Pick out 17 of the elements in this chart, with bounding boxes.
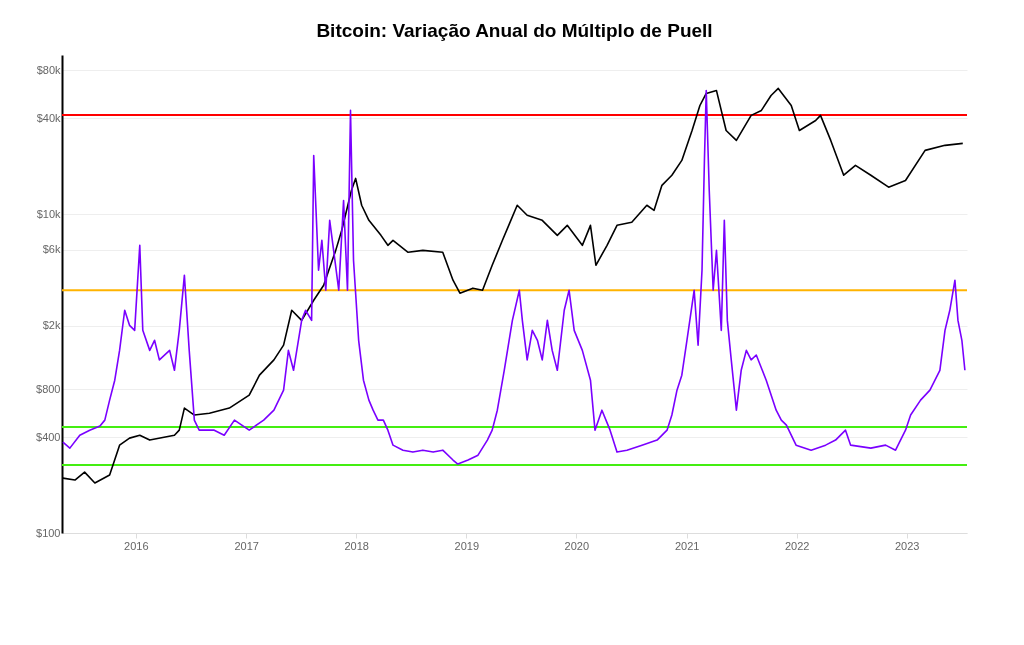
y-tick-label: $400 <box>36 430 61 443</box>
x-tick-label: 2021 <box>674 539 700 552</box>
y-tick-label: $6k <box>42 243 61 256</box>
chart-title: Bitcoin: Variação Anual do Múltiplo de Puell <box>316 20 713 41</box>
x-tick-label: 2017 <box>234 539 259 552</box>
x-tick-label: 2018 <box>344 539 369 552</box>
x-tick-label: 2016 <box>124 539 149 552</box>
y-tick-label: $10k <box>36 207 61 220</box>
x-tick-label: 2022 <box>784 539 810 552</box>
y-tick-label: $80k <box>36 63 61 76</box>
y-tick-label: $100 <box>36 526 61 539</box>
x-tick-label: 2019 <box>454 539 480 552</box>
y-tick-label: $800 <box>36 382 61 395</box>
y-tick-label: $40k <box>36 111 61 124</box>
x-tick-label: 2023 <box>894 539 920 552</box>
x-tick-label: 2020 <box>564 539 590 552</box>
y-tick-label: $2k <box>42 319 61 332</box>
